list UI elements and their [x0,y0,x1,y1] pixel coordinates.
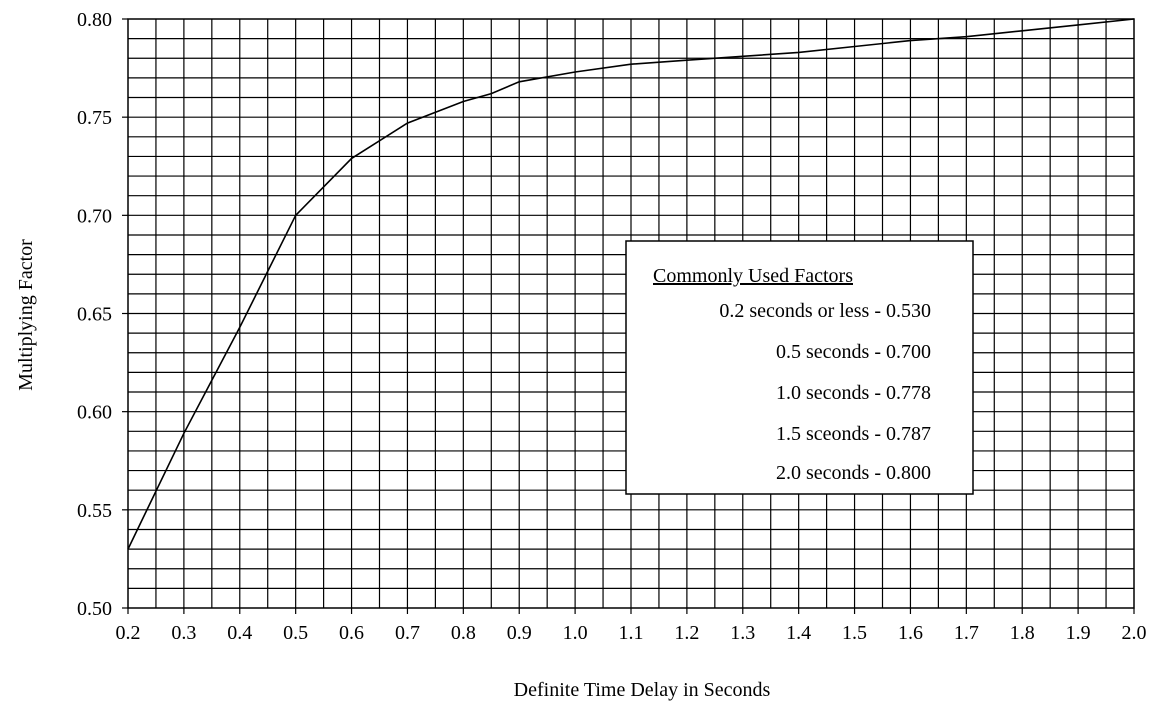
legend-line: 0.2 seconds or less - 0.530 [719,300,931,322]
y-tick-label: 0.65 [77,304,112,326]
legend-heading: Commonly Used Factors [653,265,853,287]
x-tick-label: 0.4 [227,622,252,644]
y-tick-labels: 0.50 0.55 0.60 0.65 0.70 0.75 0.80 [77,9,112,620]
x-axis-title: Definite Time Delay in Seconds [514,679,771,701]
y-tick-label: 0.75 [77,107,112,129]
x-tick-label: 1.3 [730,622,755,644]
series-line [127,18,1135,550]
axis-ticks [122,18,1135,614]
x-tick-label: 0.2 [116,622,141,644]
y-axis-title: Multiplying Factor [15,239,37,391]
x-tick-label: 1.1 [619,622,644,644]
x-tick-label: 1.5 [842,622,867,644]
x-tick-label: 0.5 [283,622,308,644]
y-tick-label: 0.50 [77,598,112,620]
x-tick-label: 1.2 [674,622,699,644]
x-tick-label: 1.7 [954,622,979,644]
x-tick-label: 0.7 [395,622,420,644]
y-tick-label: 0.70 [77,205,112,227]
x-tick-label: 0.8 [451,622,476,644]
y-tick-label: 0.80 [77,9,112,31]
x-tick-label: 0.6 [339,622,364,644]
x-tick-label: 0.3 [171,622,196,644]
y-tick-label: 0.55 [77,500,112,522]
x-tick-label: 1.9 [1066,622,1091,644]
legend-line: 1.0 seconds - 0.778 [776,382,931,404]
x-tick-label: 1.6 [898,622,923,644]
x-tick-label: 0.9 [507,622,532,644]
x-tick-label: 2.0 [1122,622,1147,644]
legend-line: 0.5 seconds - 0.700 [776,341,931,363]
legend-box [625,240,974,495]
legend-line: 2.0 seconds - 0.800 [776,462,931,484]
x-tick-label: 1.0 [563,622,588,644]
x-tick-label: 1.4 [786,622,811,644]
legend: Commonly Used Factors 0.2 seconds or les… [625,240,974,495]
x-tick-label: 1.8 [1010,622,1035,644]
x-tick-labels: 0.2 0.3 0.4 0.5 0.6 0.7 0.8 0.9 1.0 1.1 1.2 1.3 1.4 1… [116,622,1147,644]
y-tick-label: 0.60 [77,402,112,424]
legend-line: 1.5 sceonds - 0.787 [776,423,931,445]
